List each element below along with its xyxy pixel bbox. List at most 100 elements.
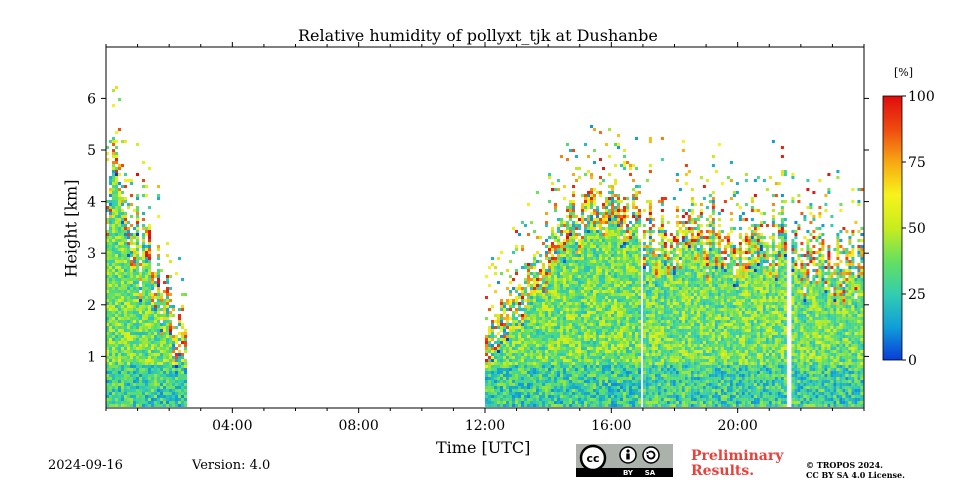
heatmap-cell xyxy=(488,389,491,392)
heatmap-cell xyxy=(536,281,539,284)
heatmap-cell xyxy=(575,275,578,278)
heatmap-cell xyxy=(569,365,572,368)
heatmap-cell xyxy=(632,215,635,218)
heatmap-cell xyxy=(572,263,575,266)
heatmap-cell xyxy=(542,365,545,368)
heatmap-cell xyxy=(581,245,584,248)
heatmap-cell xyxy=(136,242,139,245)
heatmap-cell xyxy=(500,347,503,350)
heatmap-cell xyxy=(626,341,629,344)
heatmap-cell xyxy=(551,254,554,257)
heatmap-cell xyxy=(657,230,661,233)
heatmap-cell xyxy=(626,362,629,365)
heatmap-cell xyxy=(611,257,614,260)
heatmap-cell xyxy=(115,242,118,245)
heatmap-cell xyxy=(575,335,578,338)
heatmap-cell xyxy=(593,305,596,308)
heatmap-cell xyxy=(632,329,635,332)
heatmap-cell xyxy=(139,314,142,317)
heatmap-cell xyxy=(106,233,109,236)
heatmap-cell xyxy=(563,320,566,323)
heatmap-cell xyxy=(545,341,548,344)
heatmap-cell xyxy=(175,356,178,359)
heatmap-cell xyxy=(578,350,581,353)
heatmap-cell xyxy=(660,287,664,290)
heatmap-cell xyxy=(539,353,542,356)
heatmap-cell xyxy=(109,242,112,245)
heatmap-cell xyxy=(136,290,139,293)
heatmap-cell xyxy=(142,296,145,299)
heatmap-cell xyxy=(590,191,593,194)
heatmap-cell xyxy=(488,371,491,374)
heatmap-cell xyxy=(545,362,548,365)
heatmap-cell xyxy=(130,395,133,398)
heatmap-cell xyxy=(494,389,497,392)
heatmap-cell xyxy=(587,197,590,200)
heatmap-cell xyxy=(127,332,130,335)
heatmap-cell xyxy=(169,287,172,290)
heatmap-cell xyxy=(542,296,545,299)
heatmap-cell xyxy=(660,203,664,206)
heatmap-cell xyxy=(620,245,623,248)
heatmap-cell xyxy=(106,404,109,407)
heatmap-cell xyxy=(620,218,623,221)
heatmap-cell xyxy=(491,263,494,266)
heatmap-cell xyxy=(596,338,599,341)
heatmap-cell xyxy=(521,392,524,395)
heatmap-cell xyxy=(566,302,569,305)
heatmap-cell xyxy=(623,326,626,329)
heatmap-cell xyxy=(115,386,118,389)
heatmap-cell xyxy=(542,332,545,335)
heatmap-cell xyxy=(178,392,181,395)
heatmap-cell xyxy=(581,209,584,212)
heatmap-cell xyxy=(121,290,124,293)
heatmap-cell xyxy=(581,284,584,287)
heatmap-cell xyxy=(178,389,181,392)
heatmap-cell xyxy=(611,275,614,278)
heatmap-cell xyxy=(608,347,611,350)
heatmap-cell xyxy=(623,245,626,248)
heatmap-cell xyxy=(602,242,605,245)
heatmap-cell xyxy=(494,314,497,317)
heatmap-cell xyxy=(133,281,136,284)
heatmap-cell xyxy=(560,353,563,356)
heatmap-cell xyxy=(545,254,548,257)
heatmap-cell xyxy=(485,371,488,374)
heatmap-cell xyxy=(629,362,632,365)
heatmap-cell xyxy=(617,134,620,137)
heatmap-cell xyxy=(635,398,638,401)
heatmap-cell xyxy=(666,353,670,356)
heatmap-cell xyxy=(599,224,602,227)
heatmap-cell xyxy=(512,299,515,302)
heatmap-cell xyxy=(127,230,130,233)
heatmap-cell xyxy=(533,254,536,257)
heatmap-cell xyxy=(530,290,533,293)
heatmap-cell xyxy=(133,317,136,320)
heatmap-cell xyxy=(169,401,172,404)
heatmap-cell xyxy=(563,386,566,389)
heatmap-cell xyxy=(575,251,578,254)
heatmap-cell xyxy=(118,194,121,197)
heatmap-cell xyxy=(118,248,121,251)
heatmap-cell xyxy=(608,227,611,230)
heatmap-cell xyxy=(590,374,593,377)
heatmap-cell xyxy=(642,362,646,365)
heatmap-cell xyxy=(593,353,596,356)
heatmap-cell xyxy=(605,236,608,239)
heatmap-cell xyxy=(620,362,623,365)
heatmap-cell xyxy=(118,164,121,167)
heatmap-cell xyxy=(148,371,151,374)
heatmap-cell xyxy=(608,272,611,275)
heatmap-cell xyxy=(648,266,652,269)
heatmap-cell xyxy=(617,218,620,221)
heatmap-cell xyxy=(602,296,605,299)
heatmap-cell xyxy=(642,329,646,332)
heatmap-cell xyxy=(127,245,130,248)
heatmap-cell xyxy=(642,230,646,233)
heatmap-cell xyxy=(638,293,641,296)
heatmap-cell xyxy=(518,353,521,356)
heatmap-cell xyxy=(599,344,602,347)
heatmap-cell xyxy=(669,245,673,248)
heatmap-cell xyxy=(518,296,521,299)
heatmap-cell xyxy=(587,359,590,362)
